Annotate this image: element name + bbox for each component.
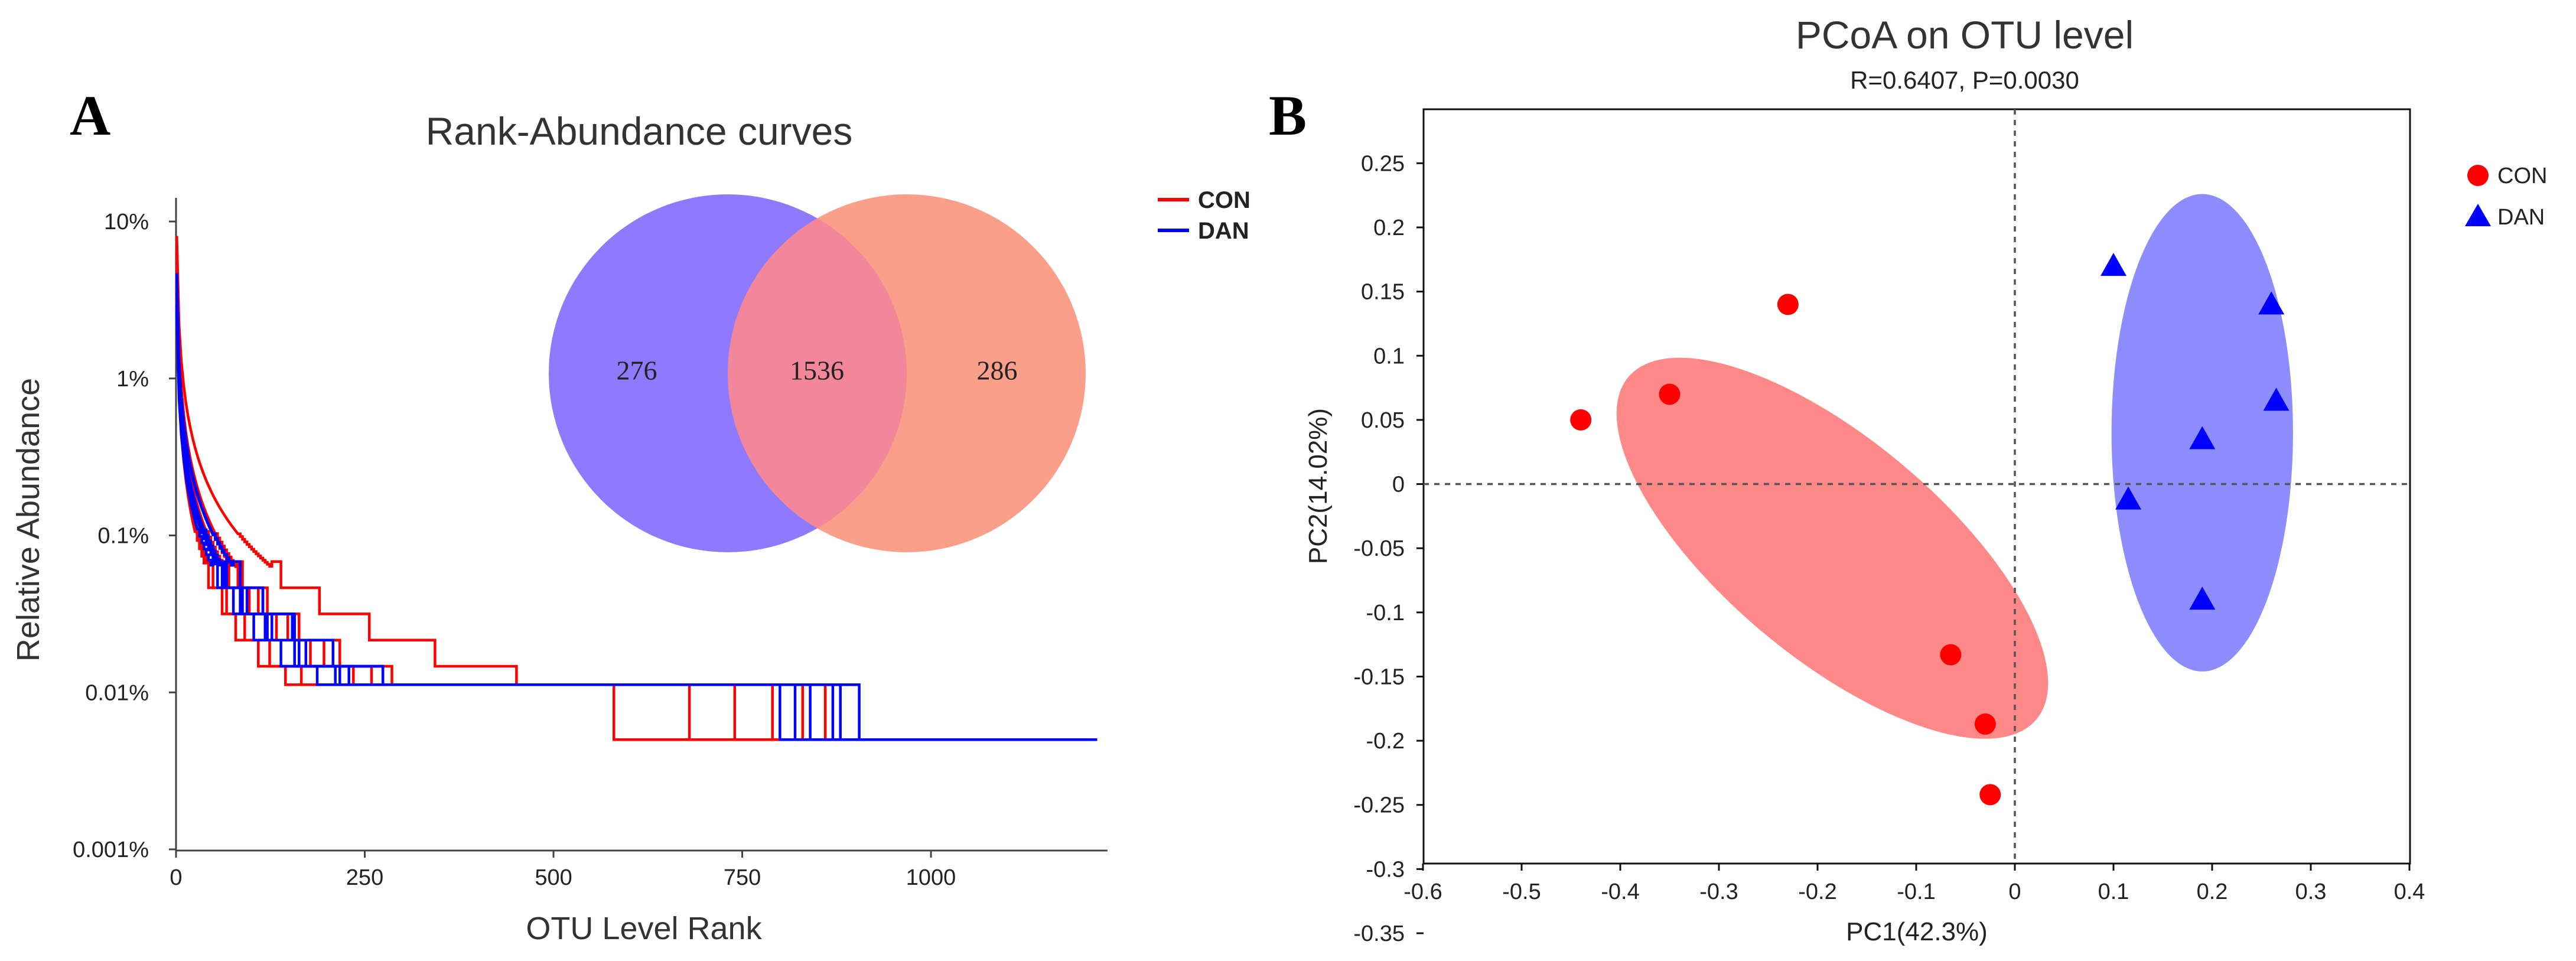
- rank-abundance-title: Rank-Abundance curves: [426, 109, 853, 153]
- pcoa-x-tick-label: 0.1: [2098, 879, 2129, 904]
- pcoa-points: [1570, 253, 2290, 806]
- pcoa-y-tick-label: 0.1: [1373, 344, 1405, 369]
- rank-y-tick-label: 0.1%: [97, 524, 149, 549]
- legend-con-marker: [2467, 165, 2489, 186]
- point-con-4: [1940, 644, 1962, 666]
- point-con-1: [1570, 409, 1592, 431]
- venn-diagram: 276 1536 286: [549, 194, 1086, 552]
- pcoa-y-ticks: 0.25 0.2 0.15 0.1 0.05 0 -0.05 -0.1 -0.15 -0.2 -0.…: [1353, 151, 1424, 946]
- pcoa-y-label: PC2(14.02%): [1304, 408, 1333, 564]
- point-dan-6: [2189, 587, 2216, 610]
- rank-x-tick-label: 250: [346, 865, 383, 890]
- pcoa-x-tick-label: -0.6: [1403, 879, 1442, 904]
- point-dan-3: [2263, 387, 2290, 411]
- rank-x-label: OTU Level Rank: [526, 911, 762, 946]
- pcoa-subtitle: R=0.6407, P=0.0030: [1850, 66, 2079, 94]
- point-dan-5: [2115, 486, 2142, 510]
- venn-overlap: [728, 218, 907, 529]
- panel-a-letter: A: [70, 84, 110, 147]
- ellipse-con: [1616, 357, 2049, 739]
- legend-dan-label: DAN: [2497, 205, 2545, 230]
- rank-y-tick-label: 1%: [116, 367, 149, 392]
- point-dan-2: [2258, 291, 2285, 315]
- pcoa-x-tick-label: 0.2: [2197, 879, 2228, 904]
- pcoa-ellipses: [1616, 194, 2293, 739]
- pcoa-x-tick-label: -0.3: [1699, 879, 1738, 904]
- rank-y-tick-label: 0.001%: [73, 838, 149, 862]
- pcoa-y-tick-label: 0: [1392, 473, 1405, 497]
- pcoa-x-tick-label: -0.1: [1897, 879, 1935, 904]
- point-dan-1: [2100, 253, 2126, 276]
- rank-x-ticks: 0 250 500 750 1000: [170, 851, 956, 890]
- pcoa-y-tick-label: -0.25: [1353, 793, 1405, 818]
- pcoa-x-tick-label: 0.4: [2394, 879, 2425, 904]
- point-dan-4: [2189, 426, 2216, 449]
- pcoa-y-tick-label: 0.25: [1361, 151, 1405, 176]
- pcoa-x-tick-label: 0.3: [2295, 879, 2327, 904]
- rank-legend: CON DAN: [1158, 187, 1250, 244]
- pcoa-x-tick-label: 0: [2008, 879, 2021, 904]
- pcoa-y-tick-label: -0.2: [1366, 729, 1405, 754]
- pcoa-x-ticks: -0.6 -0.5 -0.4 -0.3 -0.2 -0.1 0 0.1 0.2 0.3 0.4: [1403, 864, 2425, 904]
- panel-b-letter: B: [1269, 84, 1307, 147]
- pcoa-x-tick-label: -0.2: [1798, 879, 1836, 904]
- pcoa-y-tick-label: -0.35: [1353, 921, 1405, 946]
- rank-x-tick-label: 0: [170, 865, 182, 890]
- panel-a: A Rank-Abundance curves 10% 1% 0.1% 0.01% 0.…: [11, 84, 1250, 946]
- pcoa-x-tick-label: -0.5: [1502, 879, 1541, 904]
- pcoa-x-label: PC1(42.3%): [1846, 917, 1988, 946]
- point-con-5: [1974, 713, 1996, 735]
- pcoa-legend: CON DAN: [2465, 164, 2547, 230]
- pcoa-y-tick-label: -0.15: [1353, 664, 1405, 689]
- rank-y-ticks: 10% 1% 0.1% 0.01% 0.001%: [73, 210, 176, 862]
- venn-left-count: 276: [617, 356, 657, 386]
- point-con-3: [1777, 294, 1799, 315]
- panel-b: B PCoA on OTU level R=0.6407, P=0.0030 0…: [1269, 13, 2547, 946]
- legend-dan-label: DAN: [1198, 218, 1249, 244]
- venn-shared-count: 1536: [790, 356, 844, 386]
- legend-con-label: CON: [1198, 187, 1250, 213]
- pcoa-title: PCoA on OTU level: [1796, 13, 2134, 57]
- rank-y-tick-label: 0.01%: [85, 680, 149, 705]
- rank-curves: [175, 236, 1098, 741]
- pcoa-y-tick-label: -0.05: [1353, 536, 1405, 561]
- point-con-2: [1659, 383, 1681, 405]
- rank-x-tick-label: 750: [724, 865, 761, 890]
- rank-curve-dan-6: [175, 308, 1098, 741]
- legend-con-label: CON: [2497, 164, 2547, 188]
- pcoa-y-tick-label: -0.3: [1366, 857, 1405, 882]
- rank-y-label: Relative Abundance: [11, 378, 46, 662]
- pcoa-y-tick-label: 0.05: [1361, 408, 1405, 433]
- pcoa-y-tick-label: -0.1: [1366, 601, 1405, 626]
- rank-x-tick-label: 1000: [906, 865, 956, 890]
- venn-right-count: 286: [977, 356, 1018, 386]
- pcoa-y-tick-label: 0.15: [1361, 280, 1405, 305]
- point-con-6: [1979, 784, 2001, 806]
- pcoa-x-tick-label: -0.4: [1601, 879, 1639, 904]
- pcoa-reference-lines: [1424, 109, 2410, 864]
- rank-x-tick-label: 500: [535, 865, 572, 890]
- legend-dan-marker: [2465, 204, 2491, 226]
- pcoa-y-tick-label: 0.2: [1373, 216, 1405, 240]
- rank-y-tick-label: 10%: [104, 210, 149, 234]
